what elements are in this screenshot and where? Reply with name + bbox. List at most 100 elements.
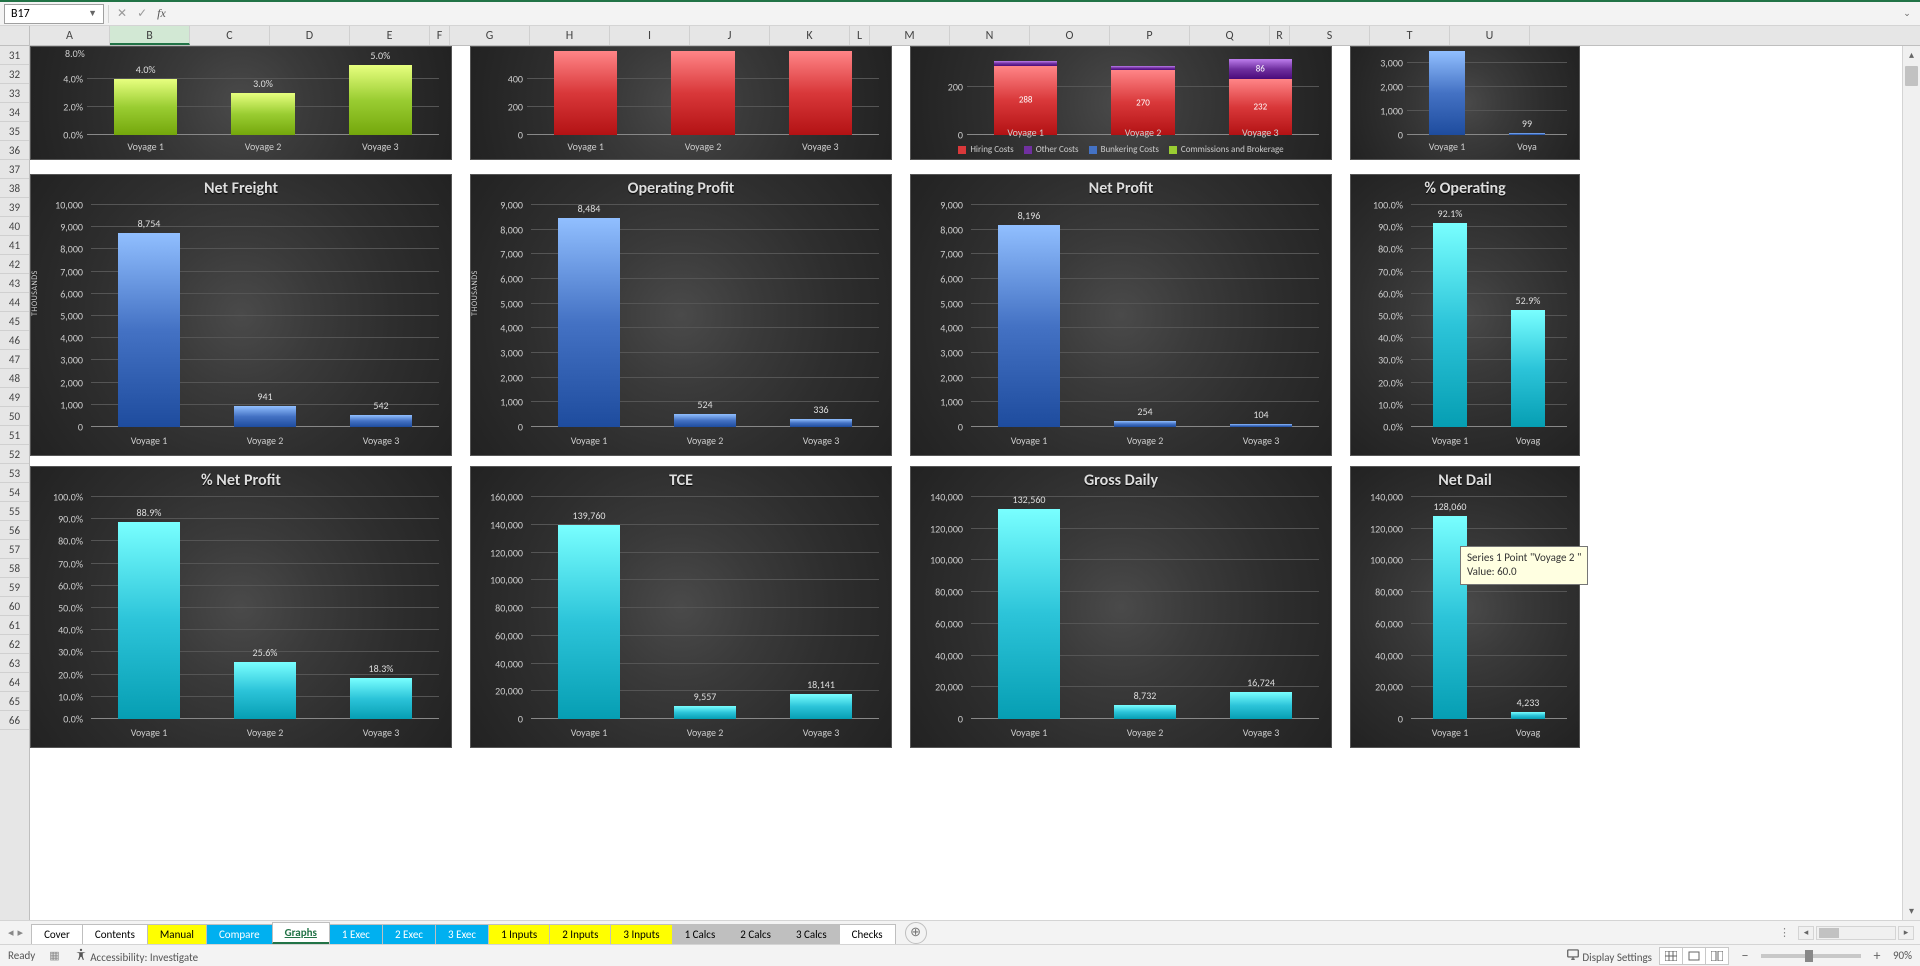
- enter-icon[interactable]: ✓: [137, 6, 147, 21]
- tab-prev-icon[interactable]: ◂: [8, 926, 14, 939]
- col-header-F[interactable]: F: [430, 26, 450, 45]
- vertical-scrollbar[interactable]: ▴ ▾: [1902, 46, 1920, 920]
- chart[interactable]: Net Freight01,0002,0003,0004,0005,0006,0…: [30, 174, 452, 456]
- sheet-tab[interactable]: Compare: [206, 924, 273, 944]
- bar-segment[interactable]: [994, 61, 1057, 66]
- fx-icon[interactable]: fx: [157, 6, 166, 21]
- hscroll-left-icon[interactable]: ◂: [1798, 926, 1814, 940]
- bar[interactable]: 254: [1114, 421, 1177, 427]
- row-header[interactable]: 41: [0, 236, 29, 255]
- formula-bar-expand-icon[interactable]: ⌄: [1898, 8, 1916, 19]
- normal-view-button[interactable]: [1659, 947, 1683, 965]
- row-header[interactable]: 47: [0, 350, 29, 369]
- scrollbar-thumb[interactable]: [1905, 66, 1918, 86]
- row-header[interactable]: 57: [0, 540, 29, 559]
- sheet-tab[interactable]: Cover: [31, 924, 83, 944]
- sheet-tab[interactable]: 2 Calcs: [727, 924, 784, 944]
- row-header[interactable]: 33: [0, 84, 29, 103]
- col-header-K[interactable]: K: [770, 26, 850, 45]
- col-header-R[interactable]: R: [1270, 26, 1290, 45]
- bar[interactable]: [671, 51, 734, 135]
- row-header[interactable]: 31: [0, 46, 29, 65]
- hscroll-split-icon[interactable]: ⋮: [1779, 926, 1790, 939]
- row-header[interactable]: 48: [0, 369, 29, 388]
- col-header-M[interactable]: M: [870, 26, 950, 45]
- bar[interactable]: 5.0%: [349, 65, 412, 135]
- bar-segment[interactable]: [1111, 66, 1174, 70]
- row-header[interactable]: 42: [0, 255, 29, 274]
- col-header-A[interactable]: A: [30, 26, 110, 45]
- bar[interactable]: 542: [350, 415, 413, 427]
- row-header[interactable]: 59: [0, 578, 29, 597]
- row-header[interactable]: 35: [0, 122, 29, 141]
- row-header[interactable]: 39: [0, 198, 29, 217]
- chart[interactable]: % Net Profit0.0%10.0%20.0%30.0%40.0%50.0…: [30, 466, 452, 748]
- cancel-icon[interactable]: ✕: [117, 6, 127, 21]
- bar[interactable]: 99: [1509, 133, 1544, 135]
- row-header[interactable]: 65: [0, 692, 29, 711]
- sheet-tab[interactable]: 1 Calcs: [672, 924, 729, 944]
- bar[interactable]: 8,196: [998, 225, 1061, 427]
- row-header[interactable]: 37: [0, 160, 29, 179]
- sheet-tab[interactable]: 2 Exec: [382, 924, 436, 944]
- bar[interactable]: 18.3%: [350, 678, 413, 719]
- bar[interactable]: 524: [674, 414, 737, 427]
- bar[interactable]: 18,141: [790, 694, 853, 719]
- col-header-J[interactable]: J: [690, 26, 770, 45]
- bar[interactable]: 92.1%: [1433, 223, 1467, 427]
- row-header[interactable]: 56: [0, 521, 29, 540]
- row-header[interactable]: 53: [0, 464, 29, 483]
- row-header[interactable]: 64: [0, 673, 29, 692]
- name-box[interactable]: B17 ▼: [4, 4, 104, 24]
- col-header-U[interactable]: U: [1450, 26, 1530, 45]
- row-header[interactable]: 38: [0, 179, 29, 198]
- row-header[interactable]: 63: [0, 654, 29, 673]
- display-settings[interactable]: Display Settings: [1566, 947, 1652, 964]
- zoom-slider[interactable]: [1761, 954, 1861, 958]
- row-header[interactable]: 40: [0, 217, 29, 236]
- col-header-C[interactable]: C: [190, 26, 270, 45]
- row-header[interactable]: 45: [0, 312, 29, 331]
- tab-next-icon[interactable]: ▸: [18, 926, 24, 939]
- bar[interactable]: 4,233: [1511, 712, 1545, 719]
- chart[interactable]: Operating Profit01,0002,0003,0004,0005,0…: [470, 174, 892, 456]
- col-header-D[interactable]: D: [270, 26, 350, 45]
- bar[interactable]: 4.0%: [114, 79, 177, 135]
- row-header[interactable]: 62: [0, 635, 29, 654]
- bar[interactable]: 132,560: [998, 509, 1061, 719]
- bar[interactable]: 88.9%: [118, 522, 181, 719]
- bar[interactable]: 139,760: [558, 525, 621, 719]
- bar[interactable]: 336: [790, 419, 853, 427]
- bar[interactable]: 25.6%: [234, 662, 297, 719]
- chart[interactable]: TCE020,00040,00060,00080,000100,000120,0…: [470, 466, 892, 748]
- macro-record-icon[interactable]: ▦: [49, 949, 59, 962]
- row-header[interactable]: 44: [0, 293, 29, 312]
- sheet-tab[interactable]: Contents: [82, 924, 148, 944]
- bar[interactable]: [554, 51, 617, 135]
- zoom-level[interactable]: 90%: [1893, 949, 1912, 962]
- page-break-view-button[interactable]: [1705, 947, 1729, 965]
- sheet-tab[interactable]: 2 Inputs: [549, 924, 611, 944]
- chart[interactable]: % Operating0.0%10.0%20.0%30.0%40.0%50.0%…: [1350, 174, 1580, 456]
- zoom-in-button[interactable]: +: [1869, 947, 1885, 964]
- col-header-O[interactable]: O: [1030, 26, 1110, 45]
- formula-input[interactable]: [174, 4, 1898, 24]
- row-header[interactable]: 58: [0, 559, 29, 578]
- chart[interactable]: Net Dail020,00040,00060,00080,000100,000…: [1350, 466, 1580, 748]
- row-header[interactable]: 32: [0, 65, 29, 84]
- sheet-tab[interactable]: 1 Exec: [329, 924, 383, 944]
- row-header[interactable]: 43: [0, 274, 29, 293]
- row-header[interactable]: 46: [0, 331, 29, 350]
- row-header[interactable]: 54: [0, 483, 29, 502]
- bar[interactable]: 941: [234, 406, 297, 427]
- bar-segment[interactable]: 86: [1229, 59, 1292, 80]
- page-layout-view-button[interactable]: [1682, 947, 1706, 965]
- hscroll-right-icon[interactable]: ▸: [1898, 926, 1914, 940]
- row-header[interactable]: 49: [0, 388, 29, 407]
- col-header-T[interactable]: T: [1370, 26, 1450, 45]
- col-header-I[interactable]: I: [610, 26, 690, 45]
- bar[interactable]: 9,557: [674, 706, 737, 719]
- accessibility-status[interactable]: Accessibility: Investigate: [74, 947, 198, 964]
- col-header-H[interactable]: H: [530, 26, 610, 45]
- scroll-down-arrow-icon[interactable]: ▾: [1903, 902, 1920, 920]
